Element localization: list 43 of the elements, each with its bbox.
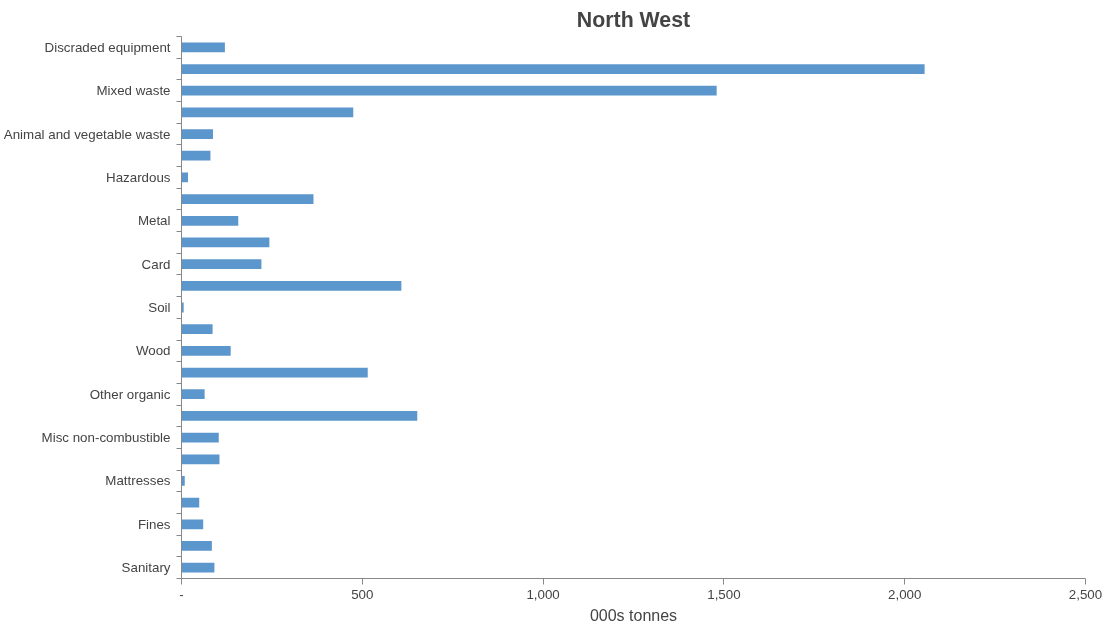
x-tick-label: 2,500 (1068, 586, 1103, 602)
y-tick-label: Misc non-combustible (41, 430, 171, 446)
bar (181, 519, 204, 530)
bar (181, 454, 220, 465)
bar (181, 259, 262, 270)
y-tick-label: Other organic (89, 386, 171, 402)
bar (181, 42, 225, 53)
y-tick-label: Animal and vegetable waste (3, 126, 171, 142)
bar (181, 129, 213, 139)
y-tick-label: Metal (137, 213, 171, 229)
y-tick-label: Mixed waste (96, 83, 171, 99)
bar (181, 411, 418, 421)
y-tick-label: Sanitary (121, 560, 171, 576)
y-tick-label: Hazardous (106, 169, 171, 185)
bar (181, 345, 231, 356)
bar (181, 215, 239, 226)
bar (181, 237, 270, 248)
bar (181, 194, 314, 204)
bar (181, 389, 205, 400)
x-tick-label: 500 (351, 586, 374, 602)
y-tick-label: Discraded equipment (44, 39, 171, 55)
x-tick-label: - (179, 586, 184, 602)
x-axis-title: 000s tonnes (589, 606, 678, 624)
bar (181, 280, 402, 291)
bar (181, 432, 219, 443)
bar (181, 64, 925, 74)
bar (181, 107, 354, 118)
y-tick-label: Wood (135, 343, 171, 359)
y-tick-label: Mattresses (105, 473, 171, 489)
bar (181, 562, 215, 573)
chart-title: North West (576, 7, 691, 32)
bar (181, 324, 213, 335)
y-tick-label: Soil (148, 300, 171, 315)
bar (181, 476, 185, 486)
y-tick-label: Fines (137, 516, 171, 532)
x-tick-label: 1,000 (526, 586, 560, 602)
bar (181, 541, 212, 551)
x-tick-label: 2,000 (888, 586, 922, 602)
x-tick-label: 1,500 (707, 586, 741, 602)
bar (181, 85, 717, 96)
bar (181, 150, 211, 161)
y-tick-label: Card (141, 256, 171, 272)
bar (181, 367, 368, 378)
